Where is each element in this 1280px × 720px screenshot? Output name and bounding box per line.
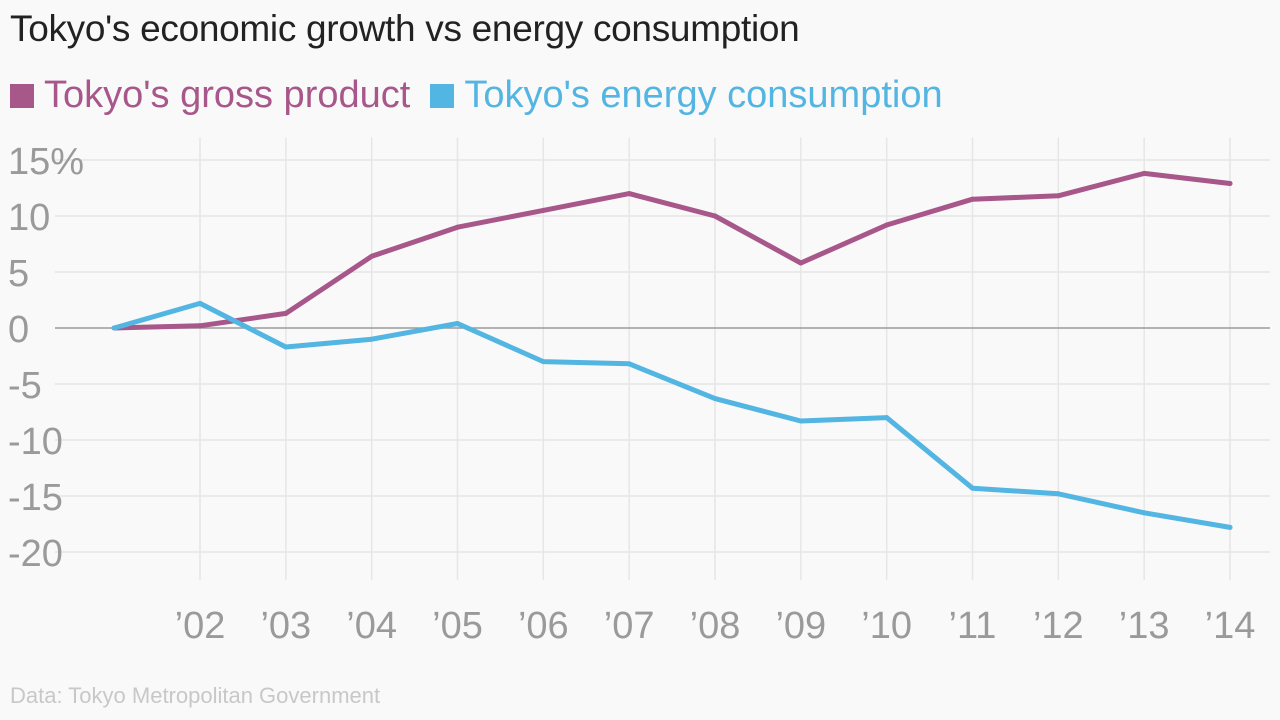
x-tick-label: ’11 bbox=[949, 605, 997, 647]
x-tick-label: ’10 bbox=[861, 605, 912, 647]
data-point-gross-product bbox=[712, 213, 718, 219]
data-source-note: Data: Tokyo Metropolitan Government bbox=[10, 683, 381, 708]
series-line-gross-product bbox=[111, 170, 1233, 331]
data-point-gross-product bbox=[197, 323, 203, 329]
data-point-gross-product bbox=[884, 222, 890, 228]
data-point-gross-product bbox=[1227, 181, 1233, 187]
data-point-gross-product bbox=[283, 310, 289, 316]
chart-title: Tokyo's economic growth vs energy consum… bbox=[10, 8, 800, 49]
legend-label-energy-consumption: Tokyo's energy consumption bbox=[464, 74, 943, 116]
y-tick-label: -15 bbox=[8, 477, 63, 519]
legend-item-energy-consumption: Tokyo's energy consumption bbox=[430, 74, 943, 117]
chart-legend: Tokyo's gross product Tokyo's energy con… bbox=[10, 74, 963, 117]
x-tick-label: ’05 bbox=[432, 605, 483, 647]
legend-swatch-gross-product bbox=[10, 83, 34, 108]
data-point-gross-product bbox=[626, 191, 632, 197]
y-tick-label: -5 bbox=[8, 365, 42, 407]
x-tick-label: ’09 bbox=[775, 605, 826, 647]
data-point-energy-consumption bbox=[455, 321, 460, 327]
x-tick-label: ’12 bbox=[1033, 605, 1084, 647]
data-point-energy-consumption bbox=[798, 418, 804, 424]
y-tick-label: 15% bbox=[8, 141, 84, 183]
data-point-gross-product bbox=[540, 207, 546, 213]
data-point-gross-product bbox=[455, 224, 460, 230]
x-tick-label: ’14 bbox=[1205, 605, 1256, 647]
y-tick-label: 5 bbox=[8, 253, 29, 295]
data-point-energy-consumption bbox=[626, 361, 632, 367]
x-tick-label: ’08 bbox=[690, 605, 741, 647]
series-line-energy-consumption bbox=[111, 300, 1233, 530]
x-tick-label: ’07 bbox=[604, 605, 655, 647]
x-tick-label: ’02 bbox=[175, 605, 226, 647]
y-tick-label: 10 bbox=[8, 197, 50, 239]
x-tick-label: ’04 bbox=[346, 605, 397, 647]
data-point-energy-consumption bbox=[540, 359, 546, 365]
y-tick-label: 0 bbox=[8, 309, 29, 351]
data-point-energy-consumption bbox=[283, 344, 289, 350]
data-point-energy-consumption bbox=[369, 336, 375, 342]
x-tick-label: ’13 bbox=[1119, 605, 1170, 647]
legend-label-gross-product: Tokyo's gross product bbox=[44, 74, 411, 116]
x-tick-label: ’06 bbox=[518, 605, 569, 647]
data-point-energy-consumption bbox=[1055, 491, 1061, 497]
data-point-energy-consumption bbox=[111, 325, 117, 331]
y-tick-label: -20 bbox=[8, 533, 63, 575]
data-point-gross-product bbox=[369, 253, 375, 259]
x-tick-label: ’03 bbox=[260, 605, 311, 647]
data-point-energy-consumption bbox=[712, 396, 718, 402]
data-point-gross-product bbox=[970, 196, 975, 202]
y-tick-label: -10 bbox=[8, 421, 63, 463]
data-point-energy-consumption bbox=[1227, 524, 1233, 530]
legend-item-gross-product: Tokyo's gross product bbox=[10, 74, 410, 117]
data-point-energy-consumption bbox=[1141, 510, 1147, 516]
data-point-energy-consumption bbox=[884, 415, 890, 421]
data-point-gross-product bbox=[1141, 170, 1147, 176]
data-point-energy-consumption bbox=[970, 485, 975, 491]
data-point-gross-product bbox=[1055, 193, 1061, 199]
legend-swatch-energy-consumption bbox=[430, 83, 455, 108]
data-point-gross-product bbox=[798, 260, 804, 266]
data-point-energy-consumption bbox=[197, 300, 203, 306]
